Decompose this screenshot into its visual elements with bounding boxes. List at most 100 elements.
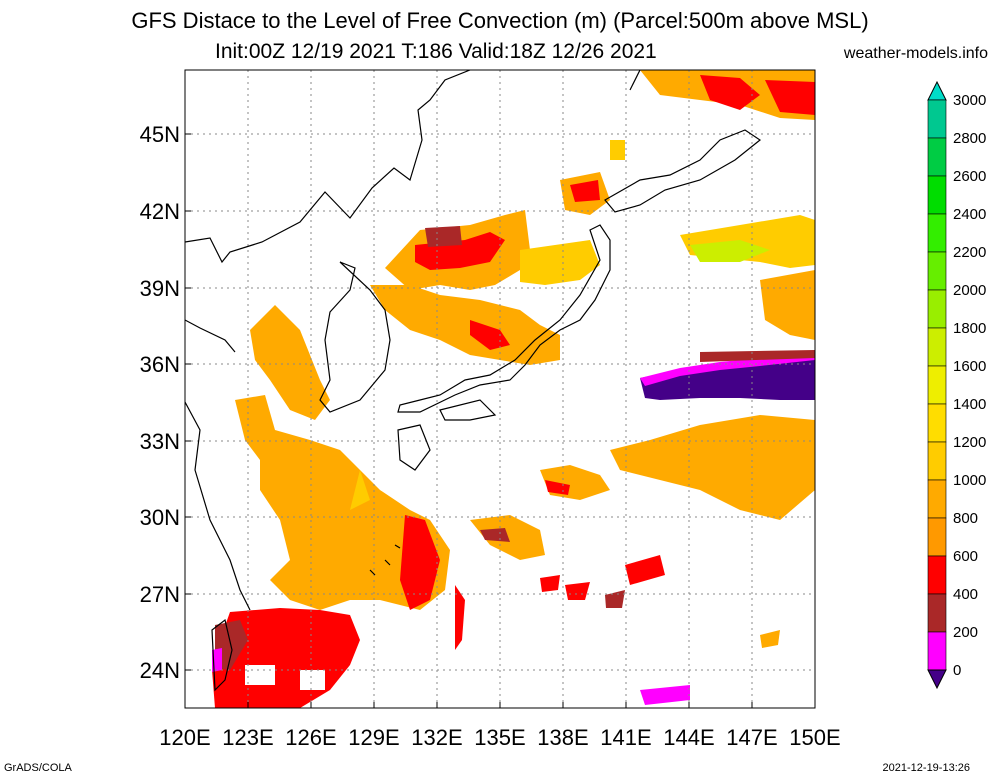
colorbar-label: 1800 [953,320,986,337]
field-ryukyu-2 [455,585,465,650]
field-npac-green [690,240,770,262]
field-south-japan-brown [480,528,510,542]
field-taiwan-brown [215,620,248,670]
field-pacific-brown [700,350,815,362]
colorbar-label: 2200 [953,244,986,261]
lat-label: 39N [140,276,180,301]
colorbar-label: 0 [953,662,961,679]
coast-china-east [185,401,251,611]
lat-label: 45N [140,122,180,147]
lat-label: 30N [140,505,180,530]
coast-taiwan [211,618,233,692]
colorbar-segment [927,555,947,595]
field-south-japan [610,415,815,520]
lon-label: 138E [537,725,588,750]
colorbar-segment [927,99,947,139]
lon-label: 120E [159,725,210,750]
colorbar-label: 2400 [953,206,986,223]
graticule [185,70,815,708]
colorbar-label: 600 [953,548,978,565]
lon-label: 126E [285,725,336,750]
patch-5 [760,630,780,648]
lon-axis-labels: 120E 123E 126E 129E 132E 135E 138E 141E 144E 147E… [159,702,841,750]
colorbar-label: 1400 [953,396,986,413]
chart-title: GFS Distace to the Level of Free Convect… [131,8,869,33]
field-soj-south [370,285,560,365]
patch-3 [605,590,625,608]
field-east-china-sea [235,395,450,610]
colorbar-label: 3000 [953,92,986,109]
coast-honshu [397,224,611,413]
colorbar-segment [927,175,947,215]
lat-label: 27N [140,582,180,607]
colorbar-segment [927,365,947,405]
colorbar-label: 800 [953,510,978,527]
lat-axis-labels: 45N 42N 39N 36N 33N 30N 27N 24N [140,122,191,683]
patch-6 [610,140,625,160]
lat-label: 24N [140,658,180,683]
lat-label: 36N [140,352,180,377]
site-credit: weather-models.info [843,45,988,62]
field-taiwan-magenta [212,648,222,672]
lon-label: 141E [600,725,651,750]
colorbar-label: 1600 [953,358,986,375]
colorbar: 3000280026002400220020001800160014001200… [927,80,986,690]
software-credit: GrADS/COLA [4,762,72,774]
chart-subtitle: Init:00Z 12/19 2021 T:186 Valid:18Z 12/2… [215,40,657,63]
lat-label: 42N [140,199,180,224]
field-pacific-purple [640,355,815,400]
coast-ryukyu [369,544,401,576]
colorbar-label: 2000 [953,282,986,299]
field-soj-red [415,232,505,270]
colorbar-segment [927,327,947,367]
colorbar-segment [927,441,947,481]
coast-shandong [185,319,236,353]
coast-china-north [185,70,471,264]
field-soj-yellow [520,240,600,285]
lfc-shading [212,70,815,708]
colorbar-segment [927,289,947,329]
timestamp: 2021-12-19-13:26 [882,762,970,774]
colorbar-segment [927,631,947,671]
lon-label: 150E [789,725,840,750]
colorbar-segment [927,517,947,557]
field-soj-brown [425,226,462,247]
colorbar-bottom-arrow [927,669,947,690]
hole-1 [245,665,275,685]
patch-magenta-south [640,685,690,705]
lon-label: 123E [222,725,273,750]
hole-2 [300,670,325,690]
colorbar-segment [927,593,947,633]
field-south-japan-red [545,480,570,495]
lon-label: 135E [474,725,525,750]
colorbar-segment [927,137,947,177]
field-kurils-red2 [765,80,815,115]
field-pacific-magenta [640,352,815,386]
patch-1 [540,575,560,592]
colorbar-segment [927,251,947,291]
colorbar-label: 1200 [953,434,986,451]
field-kurils-red [700,75,760,110]
colorbar-top-arrow [927,80,947,101]
colorbar-label: 2800 [953,130,986,147]
field-soj-red2 [470,320,510,350]
lon-label: 129E [348,725,399,750]
colorbar-segment [927,403,947,443]
field-ryukyu [400,515,440,610]
lon-label: 144E [663,725,714,750]
colorbar-segment [927,479,947,519]
colorbar-label: 1000 [953,472,986,489]
patch-4 [625,555,665,585]
coast-kyushu [397,424,431,471]
coast-shikoku [439,399,497,421]
field-ecs-yellow [350,470,370,510]
coast-sakhalin [629,70,641,91]
field-yellow-sea [250,305,330,420]
colorbar-label: 2600 [953,168,986,185]
colorbar-label: 200 [953,624,978,641]
lon-label: 147E [726,725,777,750]
lat-label: 33N [140,429,180,454]
colorbar-segment [927,213,947,253]
